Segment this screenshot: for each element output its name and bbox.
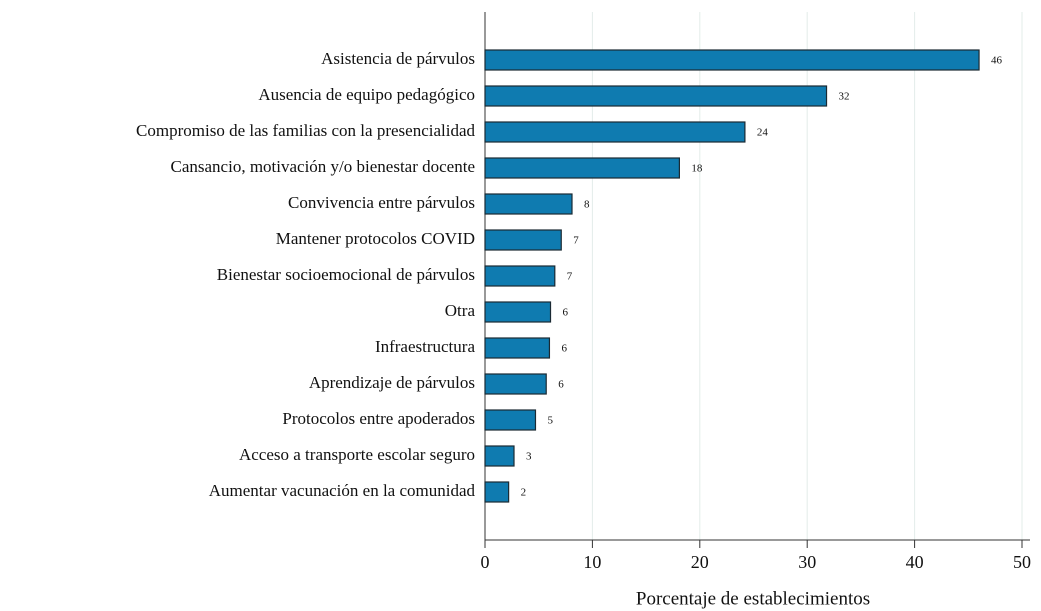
value-label: 24 — [757, 127, 769, 139]
y-tick-label: Asistencia de párvulos — [321, 49, 475, 68]
x-tick-label: 50 — [1013, 552, 1031, 572]
value-label: 7 — [573, 235, 579, 247]
y-tick-label: Ausencia de equipo pedagógico — [258, 85, 475, 104]
x-tick-label: 10 — [583, 552, 601, 572]
value-label: 6 — [558, 379, 564, 391]
value-label: 18 — [691, 163, 703, 175]
y-tick-label: Cansancio, motivación y/o bienestar doce… — [171, 157, 476, 176]
value-label: 8 — [584, 199, 590, 211]
x-tick-label: 40 — [906, 552, 924, 572]
value-label: 6 — [563, 307, 569, 319]
bar — [484, 409, 537, 431]
y-tick-label: Aprendizaje de párvulos — [309, 373, 475, 392]
bar — [484, 445, 515, 467]
bar — [484, 481, 510, 503]
bar — [484, 49, 980, 71]
value-label: 7 — [567, 271, 573, 283]
bar — [484, 373, 547, 395]
y-tick-label: Protocolos entre apoderados — [282, 409, 475, 428]
value-label: 6 — [561, 343, 567, 355]
bar — [484, 301, 552, 323]
y-tick-label: Mantener protocolos COVID — [276, 229, 475, 248]
value-label: 46 — [991, 55, 1003, 67]
y-tick-label: Otra — [445, 301, 476, 320]
bar — [484, 157, 680, 179]
value-label: 5 — [547, 415, 553, 427]
bar — [484, 85, 828, 107]
y-tick-label: Compromiso de las familias con la presen… — [136, 121, 475, 140]
value-label: 3 — [526, 451, 532, 463]
x-tick-label: 20 — [691, 552, 709, 572]
y-tick-label: Acceso a transporte escolar seguro — [239, 445, 475, 464]
value-label: 32 — [839, 91, 850, 103]
bar — [484, 229, 562, 251]
x-axis-label: Porcentaje de establecimientos — [636, 588, 870, 609]
bar — [484, 337, 551, 359]
bar — [484, 265, 556, 287]
y-tick-label: Aumentar vacunación en la comunidad — [209, 481, 476, 500]
y-tick-label: Bienestar socioemocional de párvulos — [217, 265, 475, 284]
bar — [484, 193, 573, 215]
value-label: 2 — [521, 487, 527, 499]
y-tick-label: Convivencia entre párvulos — [288, 193, 475, 212]
bar — [484, 121, 746, 143]
x-tick-label: 0 — [481, 552, 490, 572]
y-tick-label: Infraestructura — [375, 337, 476, 356]
x-tick-label: 30 — [798, 552, 816, 572]
